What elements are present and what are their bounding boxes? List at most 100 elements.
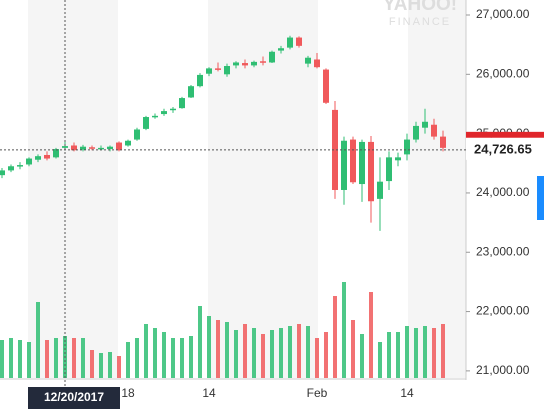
candle-body <box>206 68 212 74</box>
volume-bar <box>9 338 13 378</box>
candle-body <box>197 74 203 87</box>
candle-body <box>350 139 356 183</box>
candle-body <box>305 57 311 64</box>
volume-bar <box>0 340 4 378</box>
candle-body <box>125 140 131 146</box>
volume-bar <box>243 324 247 378</box>
candle-body <box>296 37 302 46</box>
volume-bar <box>252 328 256 378</box>
volume-bar <box>45 340 49 378</box>
y-tick-label: 24,000.00 <box>476 185 530 199</box>
volume-bar <box>207 316 211 378</box>
x-tick-label: 14 <box>400 386 414 400</box>
candle-body <box>341 140 347 190</box>
y-tick-label: 21,000.00 <box>476 363 530 377</box>
candle-body <box>377 181 383 199</box>
volume-bar <box>126 342 130 378</box>
volume-bar <box>36 302 40 378</box>
watermark: YAHOO! <box>383 0 457 15</box>
candle-body <box>161 111 167 115</box>
candle-body <box>80 146 86 150</box>
volume-bar <box>279 328 283 378</box>
candle-body <box>431 124 437 137</box>
volume-bar <box>306 326 310 378</box>
candle-body <box>179 98 185 109</box>
x-tick-label: Feb <box>307 386 328 400</box>
volume-bar <box>18 340 22 378</box>
volume-bar <box>387 332 391 378</box>
side-tab[interactable] <box>537 176 544 220</box>
candle-body <box>152 115 158 118</box>
volume-bar <box>324 332 328 378</box>
candle-body <box>71 145 77 151</box>
band <box>28 0 118 378</box>
candle-body <box>44 154 50 159</box>
volume-bar <box>297 324 301 378</box>
volume-bar <box>135 338 139 378</box>
volume-bar <box>117 356 121 378</box>
volume-bar <box>261 334 265 378</box>
volume-bar <box>225 322 229 378</box>
candle-body <box>287 37 293 48</box>
volume-bar <box>144 324 148 378</box>
y-tick-label: 22,000.00 <box>476 304 530 318</box>
candle-body <box>224 66 230 75</box>
volume-bar <box>27 342 31 378</box>
volume-bar <box>315 338 319 378</box>
candle-body <box>26 158 32 165</box>
x-tick-label: 14 <box>202 386 216 400</box>
last-price-label: 24,726.65 <box>474 141 532 156</box>
volume-bar <box>378 342 382 378</box>
volume-bar <box>423 326 427 378</box>
candle-body <box>440 136 446 148</box>
candle-body <box>188 86 194 98</box>
volume-bar <box>342 282 346 378</box>
candle-body <box>89 147 95 149</box>
volume-bar <box>189 336 193 378</box>
volume-bar <box>180 338 184 378</box>
volume-bar <box>99 353 103 378</box>
volume-bar <box>216 320 220 378</box>
y-tick-label: 23,000.00 <box>476 244 530 258</box>
x-tick-label: 18 <box>121 386 135 400</box>
candle-body <box>386 157 392 182</box>
volume-bar <box>432 328 436 378</box>
watermark: FINANCE <box>389 16 451 28</box>
price-box <box>466 137 544 160</box>
candle-body <box>314 59 320 68</box>
candle-body <box>359 141 365 185</box>
volume-bar <box>153 328 157 378</box>
candle-body <box>323 69 329 103</box>
volume-bar <box>234 330 238 378</box>
volume-bar <box>360 334 364 378</box>
candle-body <box>242 63 248 66</box>
candle-body <box>332 109 338 190</box>
volume-bar <box>162 332 166 378</box>
volume-bar <box>396 332 400 378</box>
candle-body <box>17 165 23 167</box>
volume-bar <box>171 338 175 378</box>
candle-body <box>413 125 419 140</box>
volume-bar <box>351 320 355 378</box>
crosshair-label: 12/20/2017 <box>44 390 104 404</box>
candle-body <box>62 146 68 148</box>
candle-body <box>35 156 41 160</box>
volume-bar <box>414 328 418 378</box>
candle-body <box>269 51 275 63</box>
candle-body <box>170 108 176 111</box>
candle-body <box>368 141 374 202</box>
candle-body <box>0 170 5 176</box>
volume-bar <box>369 292 373 378</box>
candle-body <box>251 61 257 66</box>
volume-bar <box>72 338 76 378</box>
candle-body <box>8 166 14 171</box>
crosshair-box <box>28 387 120 409</box>
volume-bar <box>108 352 112 378</box>
candle-body <box>98 147 104 150</box>
volume-bar <box>198 306 202 378</box>
volume-bar <box>405 326 409 378</box>
candle-body <box>53 149 59 158</box>
candle-body <box>215 68 221 70</box>
